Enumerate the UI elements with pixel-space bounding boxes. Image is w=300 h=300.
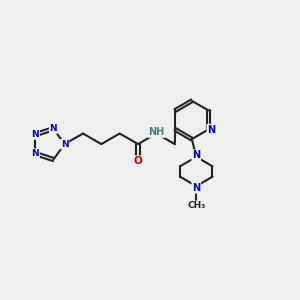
Text: N: N — [192, 183, 200, 193]
Text: N: N — [192, 150, 200, 160]
Text: N: N — [32, 130, 39, 139]
Text: N: N — [50, 124, 57, 133]
Text: CH₃: CH₃ — [187, 201, 206, 210]
Text: O: O — [134, 156, 142, 166]
Text: N: N — [207, 124, 215, 134]
Text: NH: NH — [148, 127, 164, 137]
Text: N: N — [61, 140, 68, 148]
Text: N: N — [32, 149, 39, 158]
